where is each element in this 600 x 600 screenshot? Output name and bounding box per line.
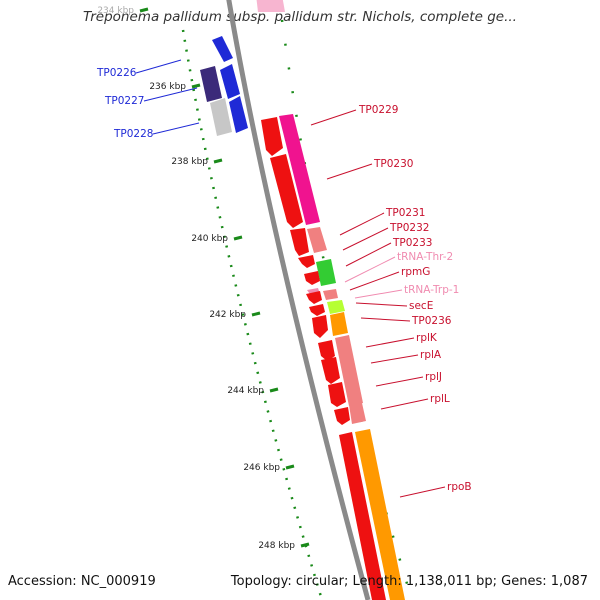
gene-tp0232[interactable] bbox=[307, 227, 327, 253]
gene-label-leader bbox=[310, 109, 357, 126]
backbone-line bbox=[226, 0, 371, 600]
gene-tp0236-cds[interactable] bbox=[309, 304, 325, 316]
gene-rpla-cds[interactable] bbox=[318, 340, 335, 361]
gene-label-leader bbox=[370, 354, 419, 364]
ruler-tick-mark bbox=[213, 158, 223, 164]
gene-tp0227a[interactable] bbox=[200, 66, 222, 102]
gene-label-leader bbox=[360, 317, 411, 322]
gene-tp0236[interactable] bbox=[330, 312, 348, 336]
gene-label[interactable]: rplK bbox=[416, 332, 438, 344]
gene-label-leader bbox=[339, 212, 385, 236]
ruler-tick-mark bbox=[285, 464, 295, 470]
gene-label-leader bbox=[345, 242, 392, 267]
ruler-tick-label: 238 kbp bbox=[171, 157, 208, 167]
gene-label[interactable]: tRNA-Thr-2 bbox=[397, 251, 453, 263]
gene-rpll-cds[interactable] bbox=[334, 407, 350, 425]
gene-label[interactable]: secE bbox=[409, 300, 433, 312]
gene-tp0233-cds[interactable] bbox=[298, 255, 315, 268]
genome-summary: Topology: circular; Length: 1,138,011 bp… bbox=[230, 574, 588, 589]
gene-rpob[interactable] bbox=[355, 429, 405, 600]
gene-label-leader bbox=[355, 302, 408, 307]
gene-label-leader bbox=[380, 398, 429, 410]
top-feature-fragment bbox=[256, 0, 285, 12]
gene-label[interactable]: rplA bbox=[420, 349, 442, 361]
gene-tp0230-cds[interactable] bbox=[270, 154, 303, 228]
gene-tp0229[interactable] bbox=[279, 114, 320, 225]
gene-label-leader bbox=[143, 87, 198, 102]
gene-label[interactable]: rpmG bbox=[401, 266, 430, 278]
gene-rplj-cds[interactable] bbox=[321, 357, 340, 384]
gene-label-leader bbox=[349, 271, 400, 291]
gene-label-leader bbox=[375, 376, 424, 387]
gene-sece[interactable] bbox=[327, 300, 345, 314]
gene-rplj2-cds[interactable] bbox=[328, 382, 346, 407]
gene-label[interactable]: TP0230 bbox=[373, 158, 413, 170]
ruler-tick-mark bbox=[139, 7, 149, 13]
gene-label-leader bbox=[399, 486, 446, 498]
gene-rpmg-cds[interactable] bbox=[304, 271, 320, 285]
gene-label-leader bbox=[326, 163, 373, 180]
gene-label-leader bbox=[365, 337, 415, 348]
ruler-tick-label: 236 kbp bbox=[149, 82, 186, 92]
ruler-tick-mark bbox=[269, 387, 279, 393]
gene-tp0227b[interactable] bbox=[220, 64, 240, 99]
accession-label: Accession: NC_000919 bbox=[8, 574, 156, 589]
gene-label-leader bbox=[344, 256, 396, 283]
ruler-tick-label: 234 kbp bbox=[97, 6, 134, 16]
gene-label-leader bbox=[354, 289, 403, 299]
gene-tp0226[interactable] bbox=[212, 36, 233, 62]
ruler-tick-label: 246 kbp bbox=[243, 463, 280, 473]
ruler-tick-mark bbox=[300, 542, 310, 548]
map-title: Treponema pallidum subsp. pallidum str. … bbox=[83, 9, 517, 25]
gene-label[interactable]: TP0228 bbox=[113, 128, 153, 140]
gene-rpmg[interactable] bbox=[323, 289, 338, 300]
ruler-tick-mark bbox=[233, 235, 243, 241]
gene-label[interactable]: rplJ bbox=[425, 371, 442, 383]
ruler-tick-mark bbox=[191, 83, 201, 89]
gene-label[interactable]: TP0227 bbox=[104, 95, 144, 107]
gene-rpll[interactable] bbox=[349, 403, 366, 424]
gene-tp0228b[interactable] bbox=[229, 96, 248, 133]
gene-rpob-cds[interactable] bbox=[339, 432, 386, 600]
gene-sece-cds[interactable] bbox=[306, 291, 322, 304]
gene-tp0229-cds[interactable] bbox=[261, 117, 283, 156]
gene-label[interactable]: TP0229 bbox=[358, 104, 398, 116]
gene-label-leader bbox=[342, 227, 389, 251]
ruler-tick-label: 242 kbp bbox=[209, 310, 246, 320]
gene-label[interactable]: rpoB bbox=[447, 481, 472, 493]
ruler-tick-label: 248 kbp bbox=[258, 541, 295, 551]
gene-label[interactable]: rplL bbox=[430, 393, 450, 405]
gene-rplk-cds[interactable] bbox=[312, 315, 328, 338]
gene-tp0231-cds[interactable] bbox=[290, 228, 309, 256]
gene-label[interactable]: TP0232 bbox=[389, 222, 429, 234]
gene-trna-thr-2[interactable] bbox=[316, 259, 336, 286]
gene-label-leader bbox=[152, 122, 200, 135]
gene-label-leader bbox=[135, 59, 182, 74]
gene-label[interactable]: TP0233 bbox=[392, 237, 432, 249]
ruler-tick-mark bbox=[251, 311, 261, 317]
gene-tp0228a[interactable] bbox=[210, 98, 232, 136]
gene-label[interactable]: tRNA-Trp-1 bbox=[404, 284, 459, 296]
gene-label[interactable]: TP0236 bbox=[411, 315, 452, 327]
gene-label[interactable]: TP0226 bbox=[96, 67, 137, 79]
gene-label[interactable]: TP0231 bbox=[385, 207, 425, 219]
gene-rplk-rpla[interactable] bbox=[335, 335, 363, 406]
ruler-tick-label: 244 kbp bbox=[227, 386, 264, 396]
ruler-tick-label: 240 kbp bbox=[191, 234, 228, 244]
